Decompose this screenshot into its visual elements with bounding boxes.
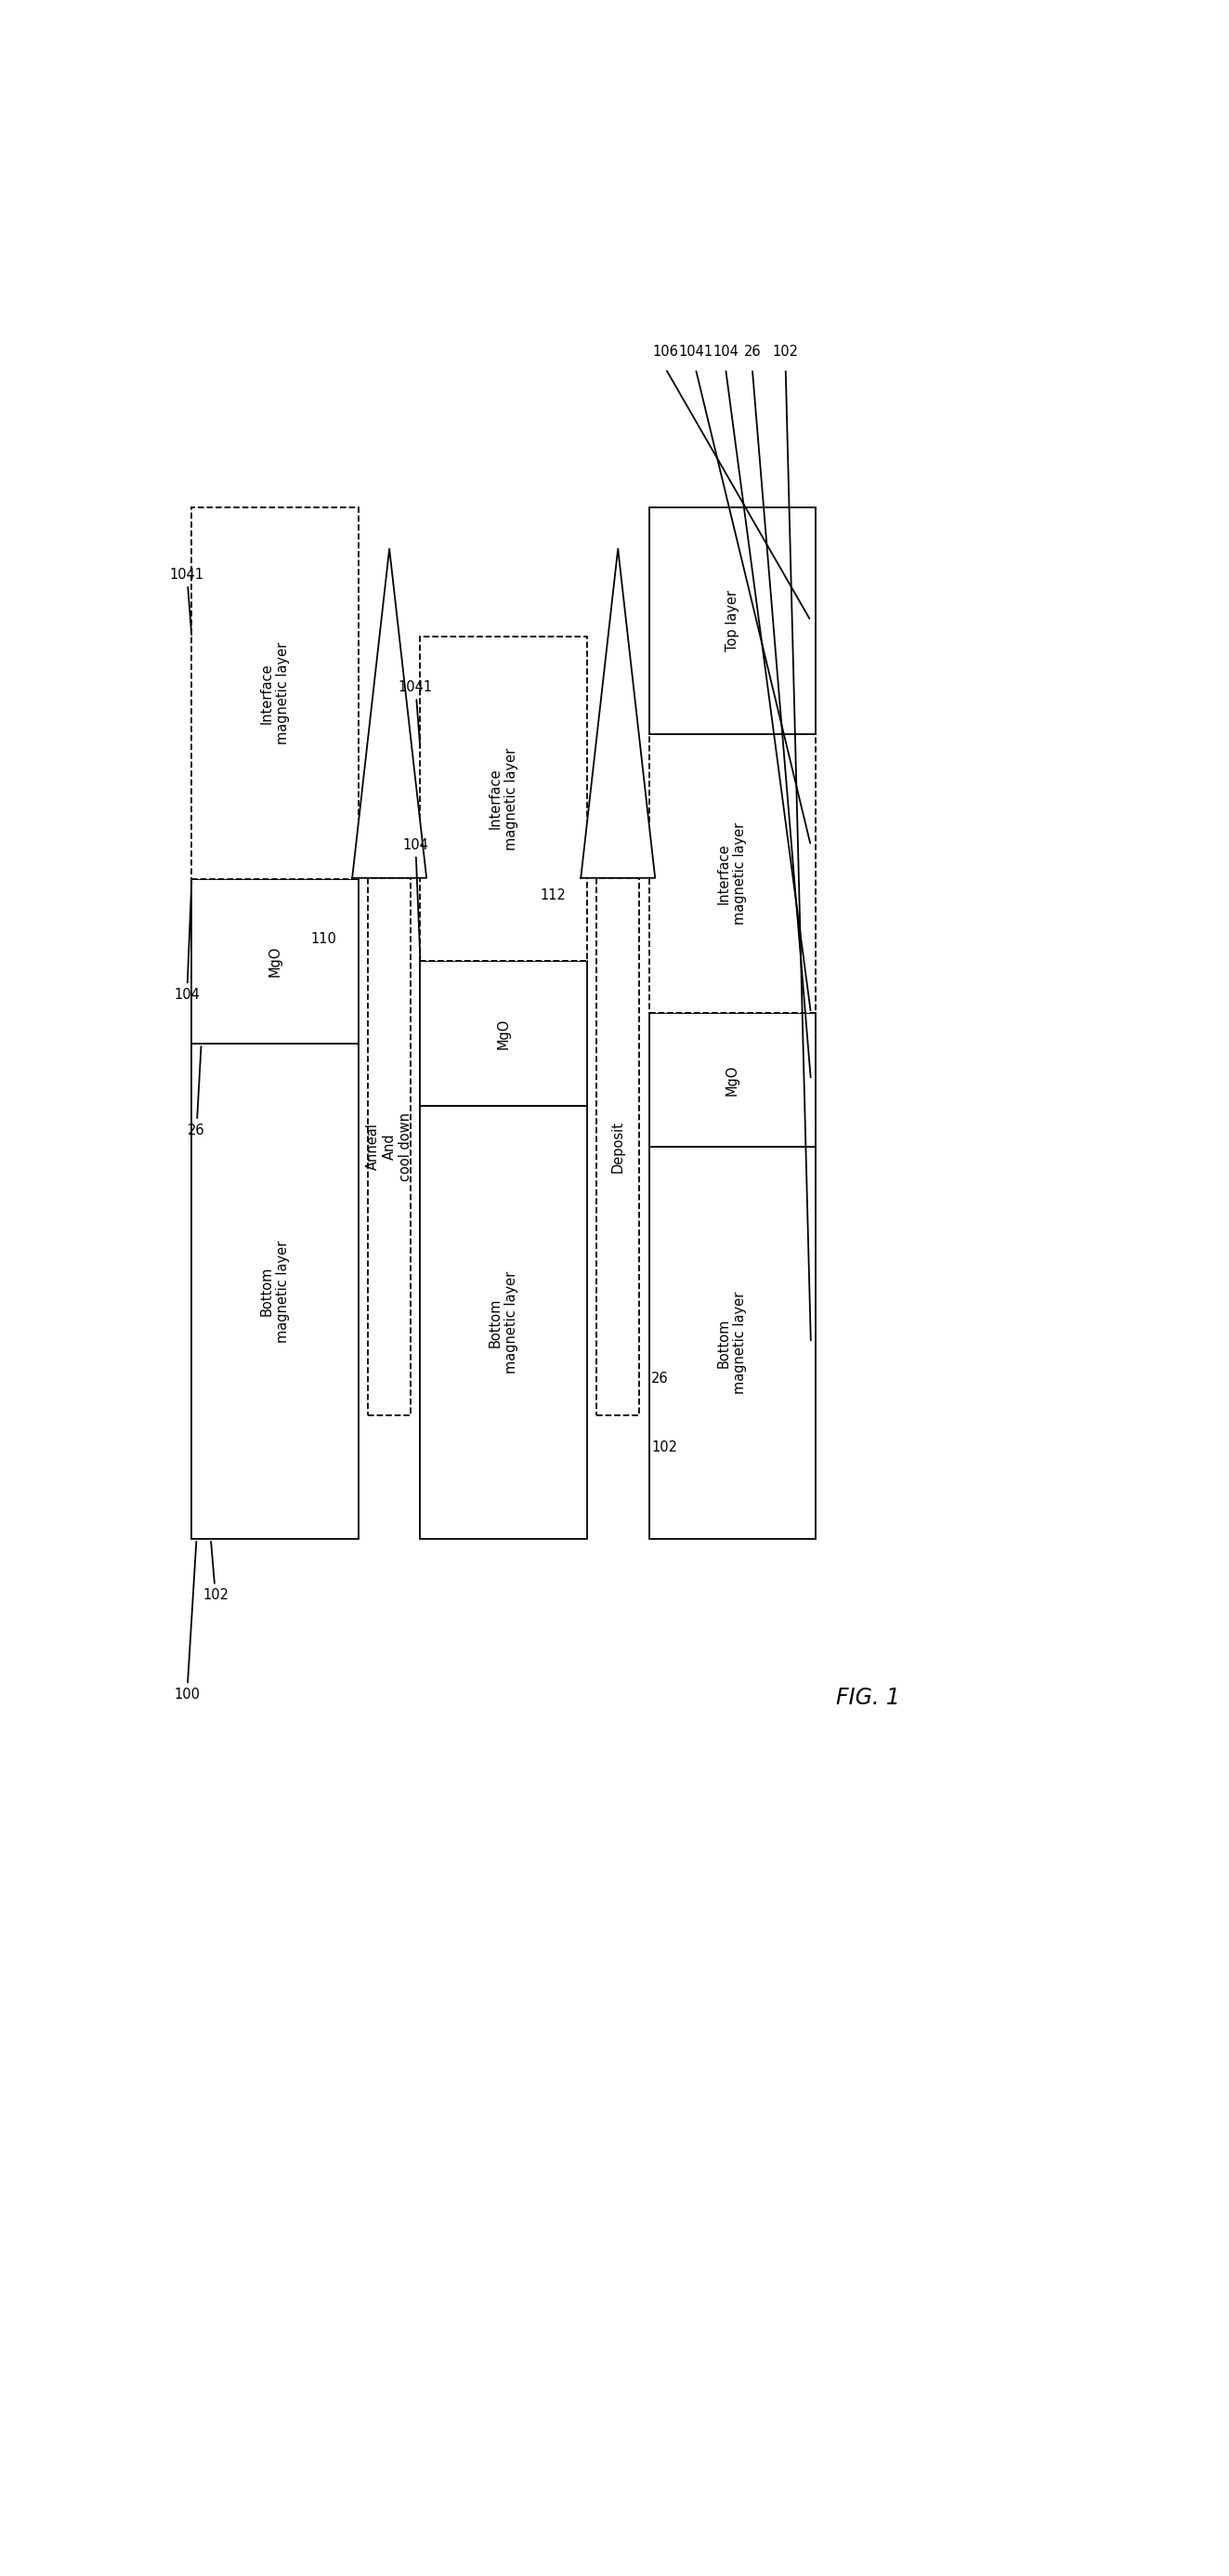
Text: Deposit: Deposit xyxy=(611,1121,624,1172)
Text: Bottom
magnetic layer: Bottom magnetic layer xyxy=(261,1239,290,1342)
Text: Top layer: Top layer xyxy=(725,590,739,652)
Bar xyxy=(649,1012,816,1146)
Bar xyxy=(192,1043,359,1538)
Text: 112: 112 xyxy=(540,889,565,902)
Text: Interface
magnetic layer: Interface magnetic layer xyxy=(718,822,747,925)
Bar xyxy=(420,636,587,961)
Text: 104: 104 xyxy=(713,345,739,358)
Bar xyxy=(420,961,587,1105)
Bar xyxy=(192,878,359,1043)
Text: Anneal
And
cool down: Anneal And cool down xyxy=(366,1113,413,1180)
Text: 110: 110 xyxy=(311,933,337,945)
Text: 104: 104 xyxy=(403,837,429,958)
Text: 1041: 1041 xyxy=(678,345,713,358)
Bar xyxy=(596,878,639,1414)
Text: FIG. 1: FIG. 1 xyxy=(836,1687,900,1708)
Text: Bottom
magnetic layer: Bottom magnetic layer xyxy=(489,1270,519,1373)
Text: 26: 26 xyxy=(188,1046,205,1136)
Bar xyxy=(649,1146,816,1538)
Text: 26: 26 xyxy=(744,345,761,358)
Bar xyxy=(192,507,359,878)
Bar xyxy=(649,507,816,734)
Text: 100: 100 xyxy=(175,1540,200,1703)
Text: Bottom
magnetic layer: Bottom magnetic layer xyxy=(718,1291,747,1394)
Bar xyxy=(420,1105,587,1538)
Bar xyxy=(649,734,816,1012)
Polygon shape xyxy=(581,549,655,878)
Text: 102: 102 xyxy=(773,345,799,358)
Text: 102: 102 xyxy=(651,1440,677,1455)
Text: MgO: MgO xyxy=(497,1018,510,1048)
Text: 1041: 1041 xyxy=(398,680,433,747)
Text: 106: 106 xyxy=(653,345,678,358)
Bar xyxy=(367,878,410,1414)
Text: MgO: MgO xyxy=(268,945,281,976)
Text: Interface
magnetic layer: Interface magnetic layer xyxy=(489,747,519,850)
Polygon shape xyxy=(353,549,426,878)
Text: 1041: 1041 xyxy=(170,567,204,634)
Text: 102: 102 xyxy=(203,1540,229,1602)
Text: 104: 104 xyxy=(175,881,200,1002)
Text: Interface
magnetic layer: Interface magnetic layer xyxy=(261,641,290,744)
Text: 26: 26 xyxy=(651,1370,669,1386)
Text: MgO: MgO xyxy=(725,1064,739,1095)
